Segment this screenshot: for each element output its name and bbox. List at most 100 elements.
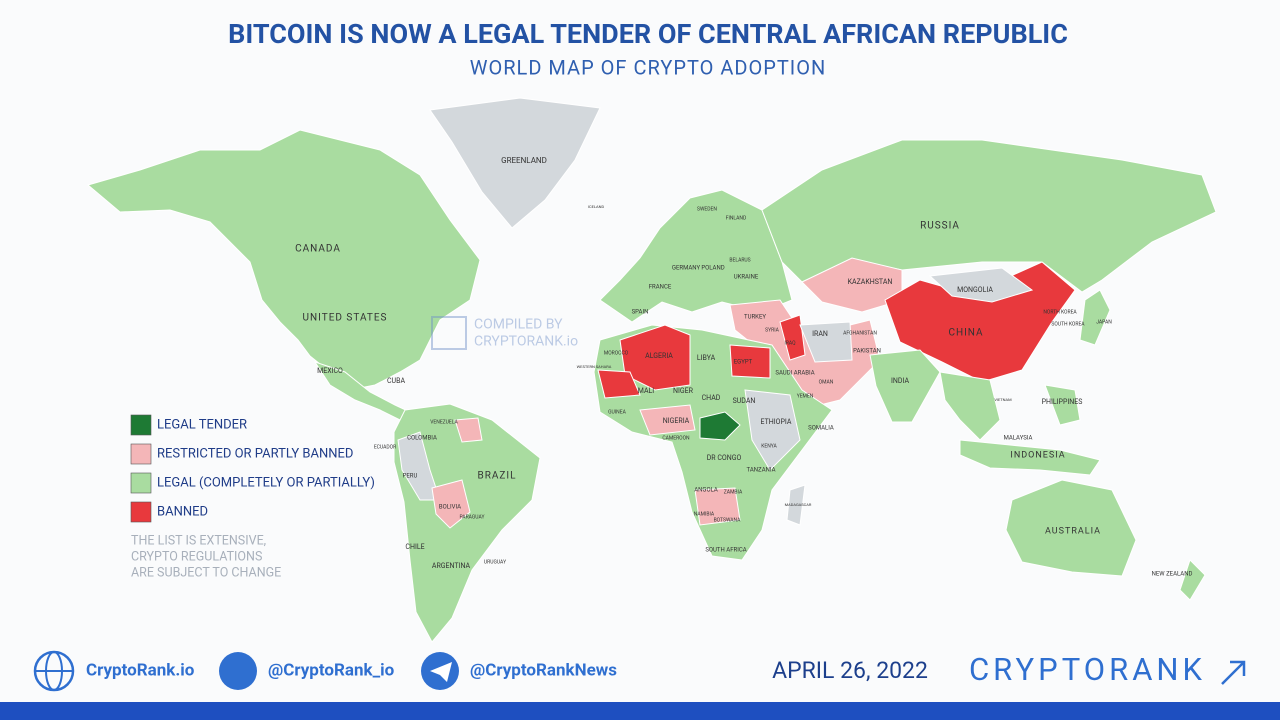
country-label: YEMEN: [797, 393, 814, 399]
legend-swatch: [130, 443, 152, 465]
footer-link[interactable]: @CryptoRankNews: [470, 660, 617, 680]
country-label: AFGHANISTAN: [843, 330, 877, 336]
country-label: AUSTRALIA: [1045, 526, 1101, 536]
country-label: JAPAN: [1096, 319, 1112, 325]
country-label: MALI: [638, 387, 655, 395]
country-labels: GREENLAND CANADA UNITED STATES MEXICO CUBA CO…: [295, 156, 1192, 577]
southern-africa: [694, 487, 741, 526]
country-label: UNITED STATES: [303, 313, 388, 324]
world-map: [86, 97, 1217, 643]
country-label: IRAN: [812, 330, 828, 338]
country-label: ICELAND: [588, 204, 605, 209]
country-label: PHILIPPINES: [1042, 398, 1083, 406]
watermark: COMPILED BY CRYPTORANK.io: [431, 316, 578, 350]
legend: LEGAL TENDER RESTRICTED OR PARTLY BANNED L…: [130, 414, 375, 580]
egypt: [729, 344, 771, 379]
footer-link[interactable]: @CryptoRank_io: [268, 660, 395, 680]
japan: [1079, 289, 1111, 346]
country-label: BOLIVIA: [439, 504, 461, 511]
country-label: CHILE: [405, 543, 424, 551]
nigeria: [639, 404, 696, 436]
country-label: BOTSWANA: [714, 517, 742, 523]
country-label: SUDAN: [733, 397, 756, 405]
legend-note: THE LIST IS EXTENSIVE,: [131, 533, 266, 548]
north-america: [86, 129, 481, 391]
country-label: KAZAKHSTAN: [848, 278, 893, 286]
country-label: MALAYSIA: [1004, 435, 1033, 442]
country-label: COLOMBIA: [407, 435, 437, 442]
bottom-bar: [0, 702, 1280, 720]
indonesia: [959, 439, 1101, 476]
country-label: MOROCCO: [604, 350, 629, 356]
country-label: NAMIBIA: [694, 511, 715, 517]
country-label: CHAD: [702, 394, 721, 402]
country-label: IRAQ: [784, 340, 796, 346]
country-label: SOMALIA: [808, 425, 834, 432]
footer-link[interactable]: CryptoRank.io: [86, 660, 195, 680]
country-label: GERMANY: [672, 265, 701, 272]
country-label: RUSSIA: [920, 221, 960, 232]
legend-label: RESTRICTED OR PARTLY BANNED: [157, 446, 353, 461]
country-label: SOUTH KOREA: [1051, 321, 1085, 327]
country-label: SPAIN: [632, 309, 649, 316]
country-label: NIGERIA: [663, 417, 690, 425]
country-label: NORTH KOREA: [1043, 309, 1077, 315]
legend-label: LEGAL (COMPLETELY OR PARTIALLY): [157, 475, 375, 490]
south-america: [393, 403, 541, 643]
watermark-logo: [431, 316, 467, 350]
legend-note: CRYPTO REGULATIONS: [131, 549, 262, 564]
telegram-icon: [430, 662, 452, 682]
bolivia: [431, 479, 471, 529]
footer: CryptoRank.io @CryptoRank_io @CryptoRank…: [0, 650, 1280, 720]
philippines: [1044, 384, 1081, 426]
country-label: INDIA: [891, 377, 909, 385]
legend-label: BANNED: [157, 504, 208, 519]
watermark-text: CRYPTORANK.io: [474, 334, 578, 350]
country-label: CHINA: [948, 328, 983, 339]
iran: [799, 321, 853, 363]
madagascar: [786, 484, 806, 526]
new-zealand: [1179, 559, 1206, 601]
brand-arrow: [1221, 660, 1246, 685]
western-africa: [597, 369, 641, 399]
mongolia: [928, 267, 1034, 303]
country-label: UKRAINE: [734, 274, 759, 281]
country-label: PARAGUAY: [459, 514, 484, 520]
country-label: ECUADOR: [374, 444, 396, 450]
country-label: VIETNAM: [994, 397, 1012, 402]
date: APRIL 26, 2022: [772, 657, 928, 684]
legend-note: ARE SUBJECT TO CHANGE: [131, 565, 281, 580]
subtitle: WORLD MAP OF CRYPTO ADOPTION: [470, 55, 827, 79]
country-label: CUBA: [387, 377, 405, 385]
country-label: MONGOLIA: [957, 286, 993, 294]
country-label: CAMEROON: [662, 435, 690, 441]
guyana-region: [454, 417, 483, 443]
twitter-icon: [219, 652, 257, 690]
legend-label: LEGAL TENDER: [157, 417, 247, 432]
country-label: FINLAND: [726, 215, 747, 221]
country-label: BRAZIL: [477, 471, 516, 482]
watermark-text: COMPILED BY: [474, 317, 563, 333]
country-label: ARGENTINA: [432, 562, 471, 570]
country-label: ZAMBIA: [724, 489, 743, 495]
title: BITCOIN IS NOW A LEGAL TENDER OF CENTRAL…: [228, 18, 1068, 50]
country-label: PERU: [403, 473, 418, 480]
country-label: MEXICO: [317, 367, 343, 375]
country-label: URUGUAY: [484, 559, 506, 565]
country-label: SAUDI ARABIA: [775, 370, 814, 377]
country-label: TURKEY: [744, 314, 766, 321]
country-label: GUINEA: [608, 409, 626, 415]
country-label: VENEZUELA: [430, 419, 458, 425]
country-label: ALGERIA: [645, 352, 673, 360]
country-label: INDONESIA: [1010, 450, 1065, 460]
country-label: TANZANIA: [747, 467, 776, 474]
australia: [1005, 479, 1137, 577]
country-label: SWEDEN: [697, 206, 717, 212]
country-label: GREENLAND: [501, 156, 547, 165]
country-label: MADAGASCAR: [785, 502, 812, 507]
country-label: OMAN: [819, 379, 834, 385]
country-label: NIGER: [673, 387, 694, 395]
central-african-republic: [699, 411, 741, 441]
